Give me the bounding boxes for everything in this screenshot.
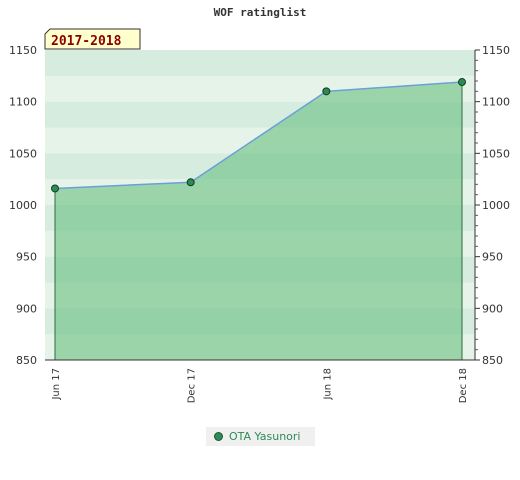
y-tick-label-left: 850	[16, 354, 37, 367]
vertical-drop-lines	[54, 82, 463, 360]
series-area	[55, 82, 462, 361]
legend-label: OTA Yasunori	[229, 430, 301, 443]
data-point	[322, 87, 331, 96]
y-tick-label-right: 1150	[482, 44, 510, 57]
y-tick-label-left: 1050	[9, 147, 37, 160]
period-badge: 2017-2018	[44, 28, 141, 50]
data-points	[51, 78, 466, 193]
x-tick-label: Dec 17	[187, 368, 198, 403]
data-point	[458, 78, 466, 87]
y-tick-label-right: 1050	[482, 147, 510, 160]
data-point	[51, 184, 59, 193]
data-point	[186, 178, 195, 187]
y-tick-label-left: 950	[16, 251, 37, 264]
period-label: 2017-2018	[51, 34, 122, 49]
y-tick-label-right: 1100	[482, 96, 510, 109]
y-tick-label-left: 1100	[9, 96, 37, 109]
y-axis-right: 850 900 950 1000 1050 1100 1150	[474, 44, 510, 367]
x-tick-label: Jun 18	[322, 368, 333, 401]
series-line	[54, 81, 463, 190]
x-tick-label: Dec 18	[458, 368, 469, 403]
y-tick-label-left: 1150	[9, 44, 37, 57]
y-tick-label-right: 1000	[482, 199, 510, 212]
y-tick-label-left: 900	[16, 302, 37, 315]
x-tick-label: Jun 17	[51, 368, 62, 401]
y-tick-label-right: 900	[482, 302, 503, 315]
y-tick-label-right: 850	[482, 354, 503, 367]
y-axis-left: 850 900 950 1000 1050 1100 1150	[9, 44, 37, 367]
y-tick-label-right: 950	[482, 251, 503, 264]
legend-marker-icon	[214, 432, 223, 441]
legend[interactable]: OTA Yasunori	[206, 427, 315, 446]
x-axis: Jun 17 Dec 17 Jun 18 Dec 18	[45, 359, 475, 403]
chart-title: WOF ratinglist	[213, 6, 307, 19]
background-band	[45, 50, 475, 76]
y-tick-label-left: 1000	[9, 199, 37, 212]
